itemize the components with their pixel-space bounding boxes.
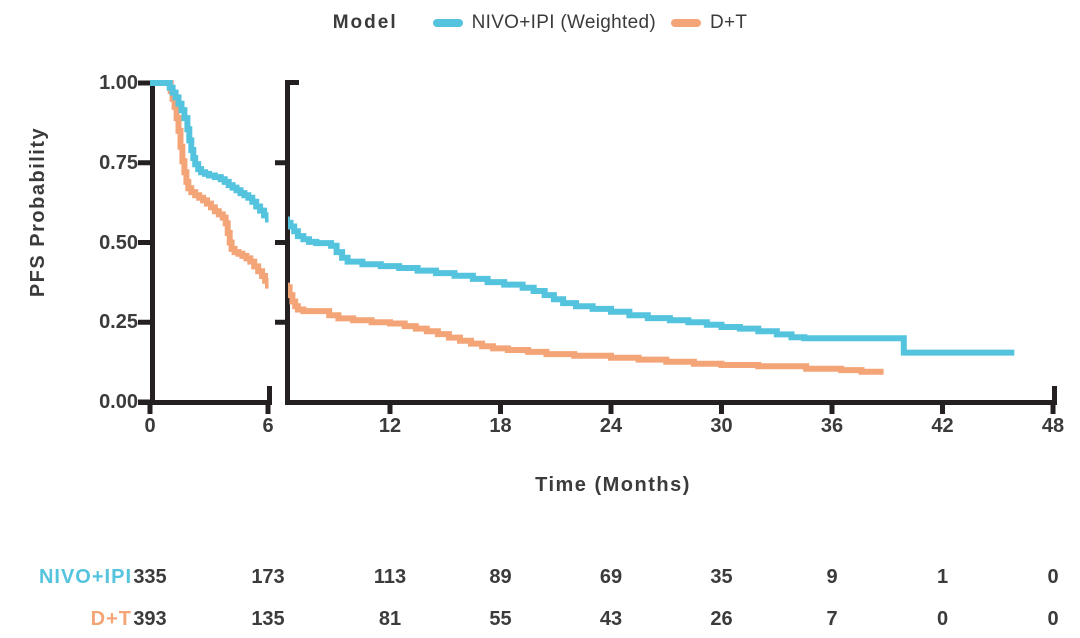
axis-segment	[138, 160, 150, 166]
x-tick-label: 36	[820, 415, 844, 437]
axis-segment	[275, 160, 285, 166]
y-tick-label: 0.50	[99, 231, 138, 254]
risk-count: 89	[489, 566, 512, 588]
x-tick-label: 12	[378, 415, 402, 437]
risk-count: 0	[1047, 566, 1059, 588]
x-tick-label: 42	[931, 415, 954, 437]
axis-segment	[387, 405, 393, 414]
risk-count: 69	[599, 566, 623, 588]
risk-count: 9	[826, 566, 838, 588]
legend-title: Model	[332, 12, 398, 33]
x-axis-title: Time (Months)	[535, 474, 691, 496]
risk-count: 0	[936, 608, 949, 630]
risk-count: 1	[936, 566, 949, 588]
risk-count: 7	[826, 608, 838, 630]
legend-label-nivo-ipi: NIVO+IPI (Weighted)	[471, 12, 656, 33]
y-tick-label: 0.75	[99, 151, 138, 174]
axis-segment	[138, 80, 150, 86]
x-tick-label: 24	[599, 415, 623, 437]
axis-segment	[1050, 405, 1056, 414]
risk-count: 35	[710, 566, 733, 588]
axis-segment	[138, 399, 150, 405]
risk-count: 43	[599, 608, 623, 630]
axis-segment	[940, 405, 946, 414]
axis-segment	[1052, 386, 1057, 400]
risk-count: 393	[133, 608, 167, 630]
legend-item-nivo-ipi: NIVO+IPI (Weighted)	[432, 12, 656, 34]
km-curve-dt	[288, 282, 884, 375]
x-tick-label: 30	[710, 415, 733, 437]
risk-count: 173	[251, 566, 285, 588]
x-tick-label: 6	[262, 415, 274, 437]
axis-segment	[138, 319, 150, 325]
axis-segment	[275, 319, 285, 325]
dt-line-swatch-icon	[670, 19, 701, 27]
km-curve-nivo-ipi	[288, 216, 1015, 356]
y-tick-label: 1.00	[99, 72, 138, 94]
axis-segment	[285, 80, 290, 405]
axis-segment	[829, 405, 835, 414]
axis-segment	[138, 240, 150, 245]
axis-segment	[265, 405, 271, 414]
risk-row-label-dt: D+T	[90, 608, 132, 630]
axis-segment	[138, 400, 272, 405]
km-curve-nivo-ipi	[150, 80, 269, 223]
nivo-ipi-line-swatch-icon	[432, 19, 463, 27]
legend: Model NIVO+IPI (Weighted) D+T	[0, 12, 1080, 34]
risk-row-label-nivo-ipi: NIVO+IPI	[38, 566, 132, 588]
x-tick-label: 48	[1041, 415, 1065, 437]
legend-label-dt: D+T	[709, 12, 748, 33]
x-tick-label: 0	[144, 415, 156, 437]
axis-segment	[608, 405, 614, 414]
axis-segment	[150, 80, 155, 405]
axis-segment	[147, 405, 153, 414]
km-curve-dt	[150, 80, 269, 289]
risk-count: 335	[133, 566, 167, 588]
risk-count: 113	[373, 566, 407, 588]
risk-count: 135	[251, 608, 285, 630]
y-tick-label: 0.25	[99, 311, 138, 334]
axis-segment	[719, 405, 725, 414]
axis-segment	[267, 386, 272, 400]
risk-count: 0	[1047, 608, 1059, 630]
y-tick-label: 0.00	[99, 391, 138, 413]
axis-segment	[285, 80, 299, 85]
risk-count: 26	[710, 608, 733, 630]
axis-segment	[285, 400, 1057, 405]
axis-segment	[498, 405, 504, 414]
x-tick-label: 18	[489, 415, 512, 437]
risk-count: 81	[378, 608, 402, 630]
legend-item-dt: D+T	[670, 12, 748, 34]
axis-segment	[275, 240, 285, 245]
risk-count: 55	[489, 608, 512, 630]
